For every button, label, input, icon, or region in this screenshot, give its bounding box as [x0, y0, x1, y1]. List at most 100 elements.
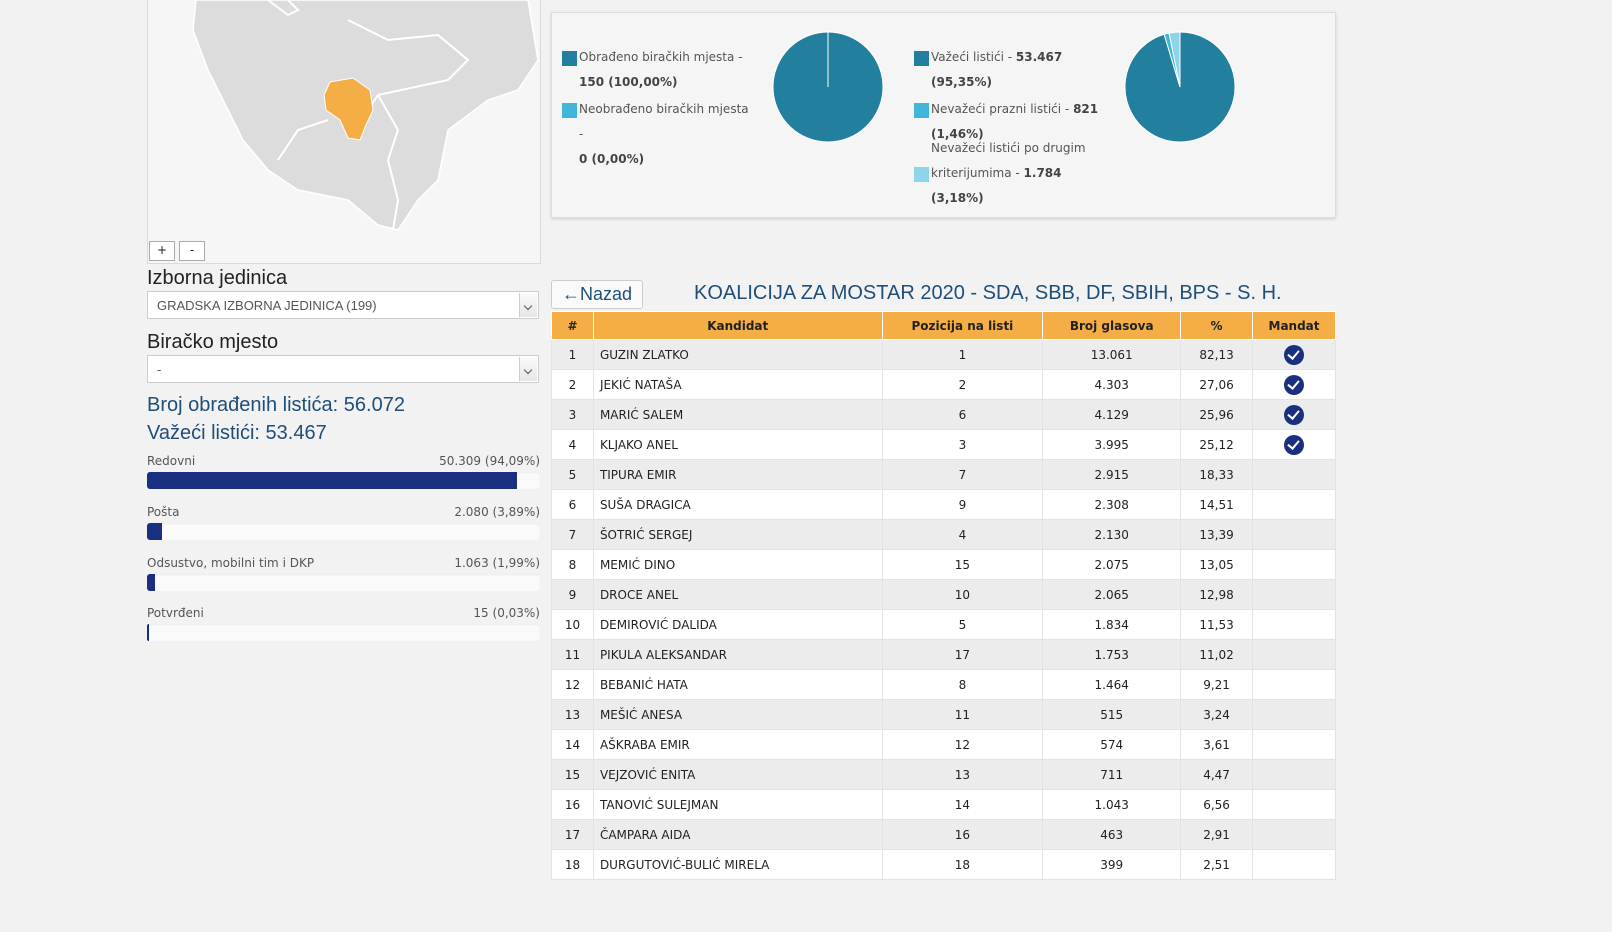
cell-mandate	[1252, 639, 1336, 670]
cell-candidate: BEBANIĆ HATA	[592, 669, 883, 700]
legend-swatch	[914, 167, 929, 182]
bar-value: 15 (0,03%)	[473, 606, 540, 620]
cell-candidate: SUŠA DRAGICA	[592, 489, 883, 520]
cell-mandate	[1252, 759, 1336, 790]
cell-number: 11	[551, 639, 594, 670]
cell-votes: 574	[1042, 729, 1182, 760]
map-panel[interactable]: + -	[147, 0, 541, 264]
header-position[interactable]: Pozicija na listi	[881, 311, 1044, 340]
check-circle-icon	[1284, 404, 1304, 425]
table-row[interactable]: 15 VEJZOVIĆ ENITA 13 711 4,47	[551, 759, 1336, 790]
cell-position: 14	[881, 789, 1044, 820]
legend-swatch	[914, 103, 929, 118]
cell-percent: 3,24	[1180, 699, 1254, 730]
unit-select[interactable]: GRADSKA IZBORNA JEDINICA (199)	[147, 291, 539, 319]
progress-fill	[147, 624, 149, 641]
legend-text: Obrađeno biračkih mjesta -	[579, 50, 743, 64]
cell-percent: 14,51	[1180, 489, 1254, 520]
progress-fill	[147, 523, 163, 540]
table-row[interactable]: 13 MEŠIĆ ANESA 11 515 3,24	[551, 699, 1336, 730]
cell-number: 8	[551, 549, 594, 580]
progress-track	[147, 472, 540, 489]
zoom-in-button[interactable]: +	[149, 241, 175, 261]
table-row[interactable]: 12 BEBANIĆ HATA 8 1.464 9,21	[551, 669, 1336, 700]
cell-mandate	[1252, 369, 1336, 400]
cell-mandate	[1252, 669, 1336, 700]
cell-percent: 13,39	[1180, 519, 1254, 550]
cell-position: 5	[881, 609, 1044, 640]
cell-number: 14	[551, 729, 594, 760]
cell-mandate	[1252, 429, 1336, 460]
cell-percent: 9,21	[1180, 669, 1254, 700]
cell-position: 4	[881, 519, 1044, 550]
cell-candidate: VEJZOVIĆ ENITA	[592, 759, 883, 790]
table-row[interactable]: 8 MEMIĆ DINO 15 2.075 13,05	[551, 549, 1336, 580]
cell-percent: 11,53	[1180, 609, 1254, 640]
legend-invalid-other: Nevažeći listići po drugim kriterijumima…	[931, 136, 1111, 211]
cell-votes: 1.043	[1042, 789, 1182, 820]
map-border-line	[267, 0, 470, 231]
coalition-title: KOALICIJA ZA MOSTAR 2020 - SDA, SBB, DF,…	[694, 282, 1282, 304]
cell-number: 13	[551, 699, 594, 730]
station-select[interactable]: -	[147, 355, 539, 383]
table-row[interactable]: 11 PIKULA ALEKSANDAR 17 1.753 11,02	[551, 639, 1336, 670]
cell-mandate	[1252, 339, 1336, 370]
table-row[interactable]: 7 ŠOTRIĆ SERGEJ 4 2.130 13,39	[551, 519, 1336, 550]
header-candidate[interactable]: Kandidat	[592, 311, 883, 340]
legend-text: Nevažeći prazni listići -	[931, 102, 1074, 116]
table-row[interactable]: 6 SUŠA DRAGICA 9 2.308 14,51	[551, 489, 1336, 520]
cell-votes: 1.753	[1042, 639, 1182, 670]
table-row[interactable]: 2 JEKIĆ NATAŠA 2 4.303 27,06	[551, 369, 1336, 400]
cell-candidate: ČAMPARA AIDA	[592, 819, 883, 850]
header-percent[interactable]: %	[1180, 311, 1254, 340]
table-row[interactable]: 17 ČAMPARA AIDA 16 463 2,91	[551, 819, 1336, 850]
cell-number: 12	[551, 669, 594, 700]
bar-row-regular: Redovni 50.309 (94,09%)	[147, 454, 540, 489]
table-row[interactable]: 16 TANOVIĆ SULEJMAN 14 1.043 6,56	[551, 789, 1336, 820]
legend-value: 821	[1073, 102, 1099, 116]
cell-candidate: TANOVIĆ SULEJMAN	[592, 789, 883, 820]
legend-value: 0 (0,00%)	[579, 152, 645, 166]
cell-candidate: TIPURA EMIR	[592, 459, 883, 490]
unit-select-value: GRADSKA IZBORNA JEDINICA (199)	[157, 298, 377, 313]
cell-position: 16	[881, 819, 1044, 850]
table-row[interactable]: 3 MARIĆ SALEM 6 4.129 25,96	[551, 399, 1336, 430]
cell-votes: 3.995	[1042, 429, 1182, 460]
table-row[interactable]: 1 GUZIN ZLATKO 1 13.061 82,13	[551, 339, 1336, 370]
header-number[interactable]: #	[551, 311, 594, 340]
table-row[interactable]: 9 DROCE ANEL 10 2.065 12,98	[551, 579, 1336, 610]
cell-number: 16	[551, 789, 594, 820]
table-row[interactable]: 14 AŠKRABA EMIR 12 574 3,61	[551, 729, 1336, 760]
chevron-down-icon	[519, 357, 537, 381]
back-button[interactable]: ←Nazad	[551, 280, 643, 309]
header-votes[interactable]: Broj glasova	[1042, 311, 1182, 340]
table-row[interactable]: 10 DEMIROVIĆ DALIDA 5 1.834 11,53	[551, 609, 1336, 640]
cell-position: 10	[881, 579, 1044, 610]
legend-text-2: kriterijumima -	[931, 166, 1024, 180]
legend-percent: (1,46%)	[931, 127, 984, 141]
cell-number: 6	[551, 489, 594, 520]
table-row[interactable]: 18 DURGUTOVIĆ-BULIĆ MIRELA 18 399 2,51	[551, 849, 1336, 880]
bar-name: Pošta	[147, 505, 180, 519]
check-circle-icon	[1284, 434, 1304, 455]
bar-row-absent: Odsustvo, mobilni tim i DKP 1.063 (1,99%…	[147, 556, 540, 591]
cell-votes: 2.130	[1042, 519, 1182, 550]
bar-value: 1.063 (1,99%)	[454, 556, 540, 570]
legend-text: Važeći listići -	[931, 50, 1016, 64]
cell-number: 4	[551, 429, 594, 460]
cell-mandate	[1252, 519, 1336, 550]
valid-ballots-count: Važeći listići: 53.467	[147, 422, 327, 444]
region-map[interactable]	[148, 0, 541, 264]
table-row[interactable]: 5 TIPURA EMIR 7 2.915 18,33	[551, 459, 1336, 490]
processed-ballots-count: Broj obrađenih listića: 56.072	[147, 394, 405, 416]
header-mandate[interactable]: Mandat	[1252, 311, 1336, 340]
cell-percent: 82,13	[1180, 339, 1254, 370]
legend-text: Nevažeći listići po drugim	[931, 141, 1086, 155]
cell-number: 15	[551, 759, 594, 790]
cell-percent: 18,33	[1180, 459, 1254, 490]
zoom-out-button[interactable]: -	[179, 241, 205, 261]
cell-percent: 27,06	[1180, 369, 1254, 400]
bar-name: Potvrđeni	[147, 606, 204, 620]
table-row[interactable]: 4 KLJAKO ANEL 3 3.995 25,12	[551, 429, 1336, 460]
